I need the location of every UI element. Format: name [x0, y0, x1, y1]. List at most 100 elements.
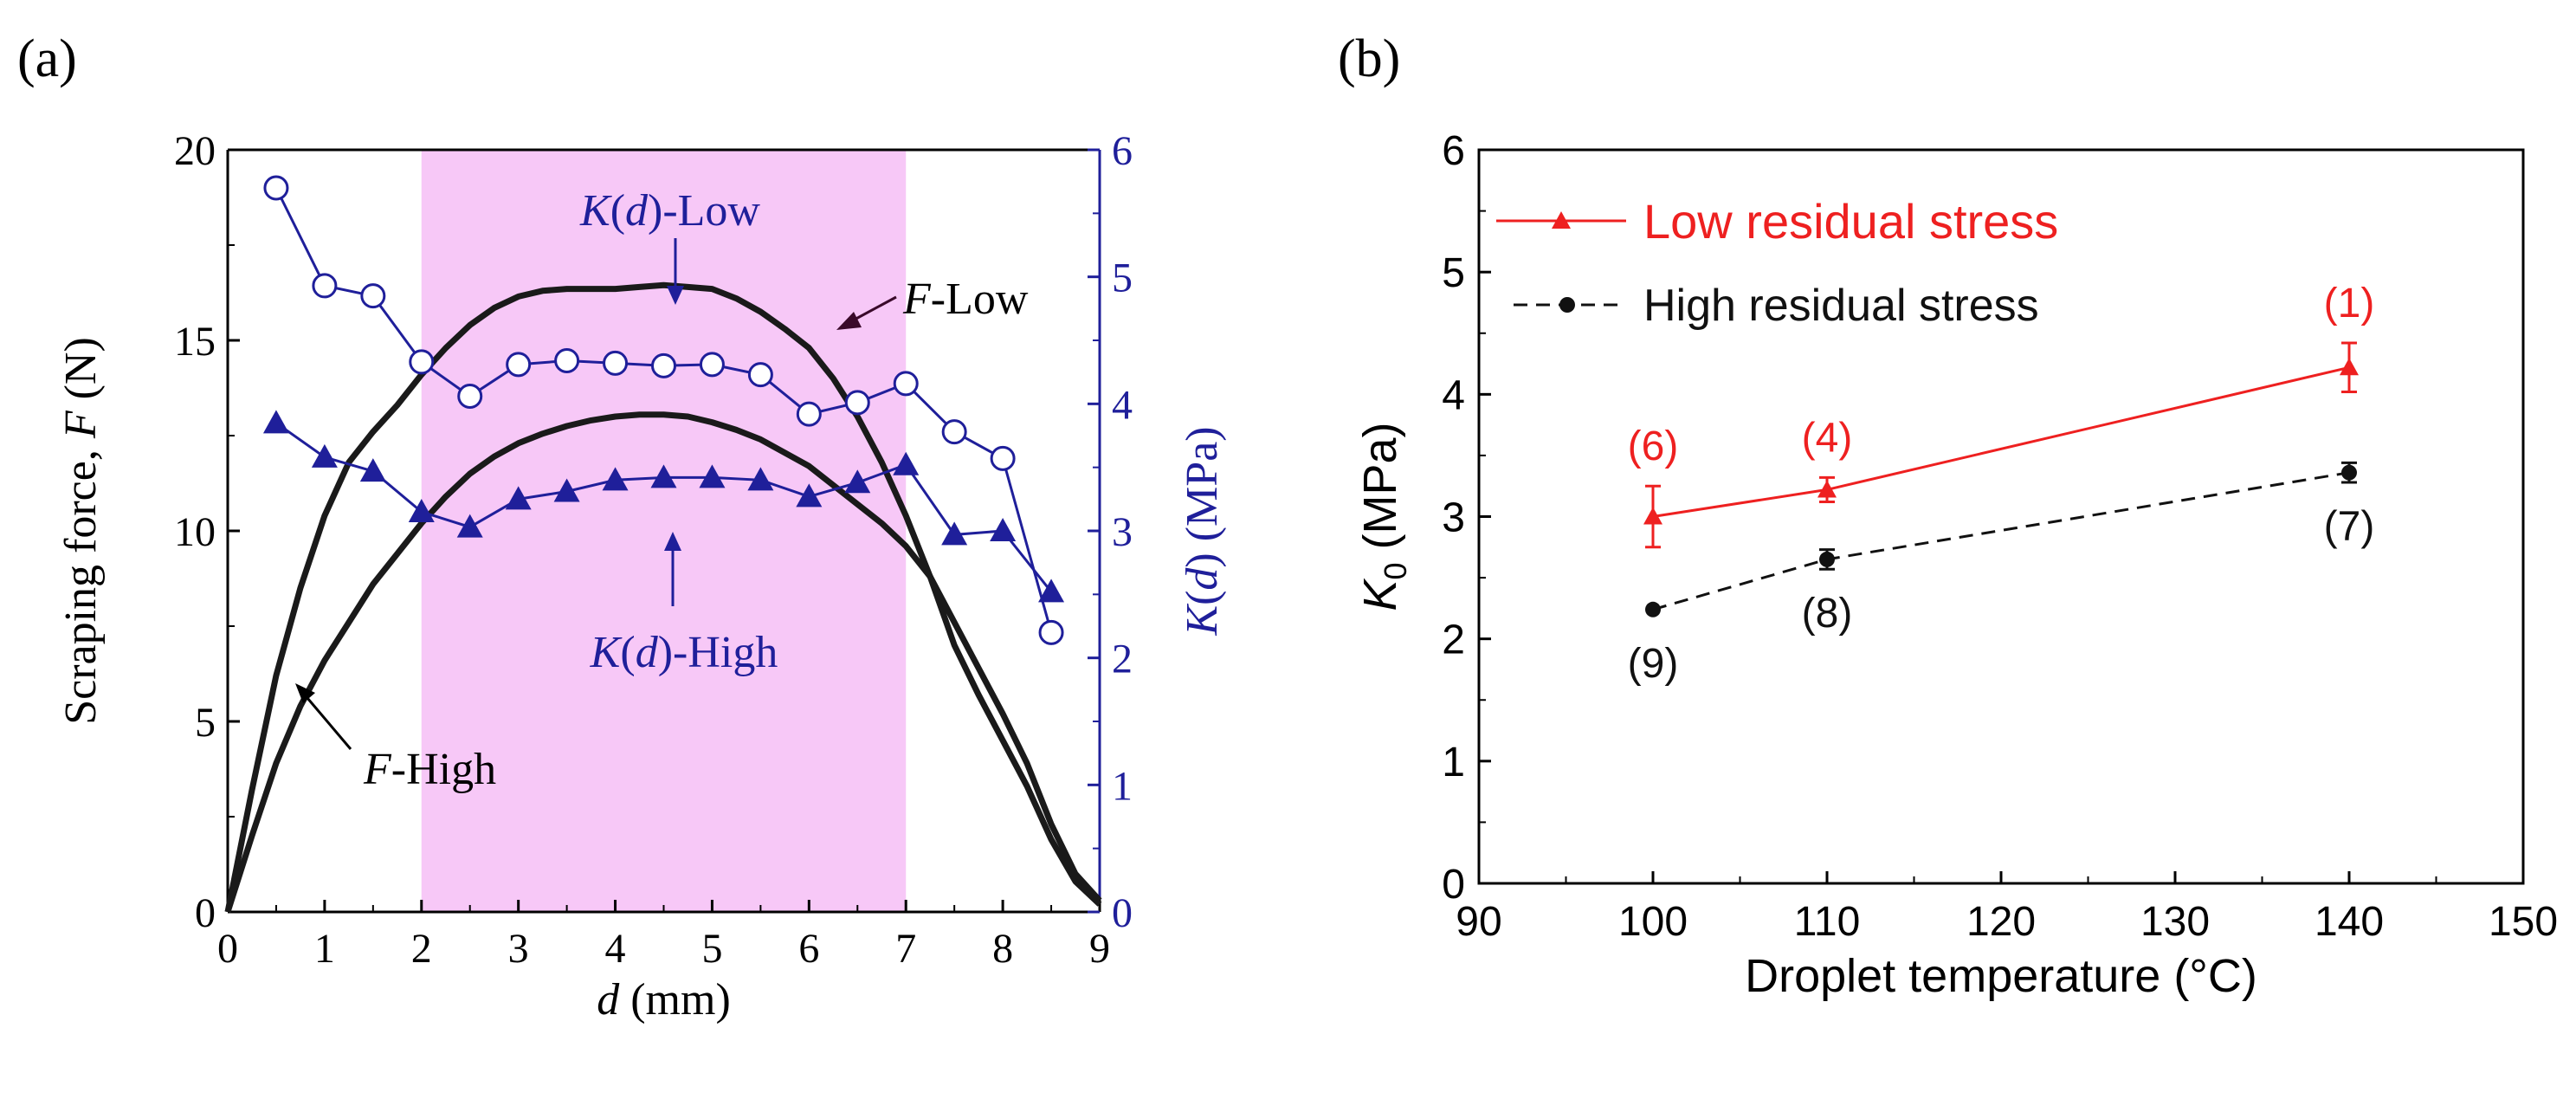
y-right-tick-label: 4 [1112, 382, 1133, 428]
x-tick-label: 90 [1456, 899, 1501, 945]
series-line-f-high [224, 411, 1102, 914]
data-point-k-high [699, 464, 726, 488]
y-left-axis-label-text: Scraping force, [56, 438, 106, 725]
annotation-k-low-rest: )-Low [648, 186, 760, 236]
point-label: (7) [2324, 504, 2375, 550]
y-right-tick-label: 1 [1112, 763, 1133, 809]
x-tick-label: 4 [605, 926, 626, 972]
data-point-k-high [553, 478, 580, 502]
y-right-tick-label: 2 [1112, 637, 1133, 682]
shaded-region [421, 150, 907, 912]
point-label: (9) [1628, 641, 1679, 687]
y-tick-label: 4 [1442, 372, 1465, 418]
data-point-k-high [505, 486, 532, 510]
legend-marker-high [1559, 297, 1575, 313]
legend-label-high: High residual stress [1643, 281, 2039, 331]
data-point-k-low [990, 445, 1016, 471]
data-point-k-high [650, 464, 677, 488]
data-point-k-low [409, 349, 435, 375]
data-point-k-high [602, 467, 629, 491]
y-tick-label: 2 [1442, 617, 1465, 663]
data-point-low [2340, 358, 2359, 376]
y-left-tick-label: 0 [195, 890, 216, 936]
annotation-k-low-d: d [625, 186, 649, 236]
y-right-axis-label: K(d) (MPa) [1178, 426, 1227, 636]
data-point-k-high [990, 518, 1017, 541]
annotation-k-low-k: K [579, 186, 612, 236]
x-tick-label: 140 [2315, 899, 2384, 945]
annotation-f-high-arrowhead [295, 683, 315, 703]
data-point-k-high [747, 467, 774, 491]
data-point-high [1645, 601, 1661, 617]
y-axis-label: K0 (MPa) [1354, 422, 1413, 611]
data-point-k-low [796, 401, 822, 427]
annotation-f-low-arrowhead [836, 312, 862, 330]
data-point-k-high [796, 483, 823, 507]
legend-label-low: Low residual stress [1643, 194, 2058, 249]
annotation-k-low: K(d)-Low [579, 186, 760, 236]
data-point-k-low [651, 352, 676, 378]
data-point-k-low [263, 175, 289, 201]
data-point-high [1819, 551, 1835, 567]
data-point-k-low [893, 371, 919, 397]
panel-label-a: (a) [17, 29, 77, 88]
annotation-k-high-rest: )-High [658, 628, 778, 677]
y-tick-label: 1 [1442, 740, 1465, 785]
data-point-k-low [603, 350, 629, 376]
y-left-axis-label-var: F [56, 410, 106, 439]
data-point-low [1817, 480, 1837, 498]
y-tick-label: 6 [1442, 128, 1465, 174]
y-axis-label-unit: (MPa) [1354, 422, 1406, 562]
y-right-axis-label-paren: ( [1178, 591, 1227, 605]
annotation-f-high-arrow [306, 697, 352, 750]
x-tick-label: 6 [798, 926, 819, 972]
annotation-f-high-rest: -High [391, 745, 496, 794]
x-tick-label: 9 [1089, 926, 1110, 972]
data-point-k-high [844, 469, 871, 494]
data-point-k-high [456, 514, 483, 538]
x-axis-label-unit: (mm) [619, 975, 731, 1025]
annotation-k-low-paren: ( [610, 186, 625, 236]
y-right-tick-label: 0 [1112, 890, 1133, 936]
x-tick-label: 3 [508, 926, 529, 972]
x-tick-label: 5 [701, 926, 722, 972]
x-axis-label-var: d [597, 975, 620, 1025]
y-right-tick-label: 3 [1112, 509, 1133, 555]
data-point-high [2341, 464, 2357, 481]
data-point-k-low [312, 273, 338, 299]
x-axis-label: d (mm) [597, 975, 731, 1025]
annotation-f-low-rest: -Low [931, 275, 1029, 324]
x-tick-label: 120 [1966, 899, 2036, 945]
annotation-k-high-arrowhead [664, 532, 681, 551]
y-right-axis-label-unit: ) (MPa) [1178, 426, 1227, 567]
annotation-f-high: F-High [363, 745, 496, 794]
data-point-k-low [457, 384, 483, 410]
data-point-k-low [747, 362, 773, 388]
data-point-k-low [1038, 619, 1064, 645]
point-label: (6) [1628, 423, 1679, 469]
y-left-tick-label: 20 [174, 128, 216, 174]
data-point-k-low [941, 419, 967, 445]
data-point-k-low [554, 347, 580, 373]
data-point-k-low [699, 352, 725, 378]
annotation-k-high-paren: ( [620, 628, 635, 677]
data-point-k-high [359, 458, 386, 482]
data-point-k-high [941, 521, 968, 546]
y-right-tick-label: 6 [1112, 128, 1133, 174]
point-label: (1) [2324, 281, 2375, 326]
panel-label-b: (b) [1338, 29, 1400, 88]
data-point-k-low [360, 283, 386, 309]
data-point-k-high [262, 410, 289, 434]
y-right-tick-label: 5 [1112, 255, 1133, 301]
y-left-tick-label: 5 [195, 700, 216, 746]
annotation-f-low-f: F [902, 275, 932, 324]
data-point-low [1643, 507, 1662, 525]
data-point-k-high [311, 443, 338, 468]
x-tick-label: 0 [217, 926, 238, 972]
y-left-axis-label-unit: (N) [56, 337, 106, 411]
point-label: (4) [1802, 415, 1853, 461]
x-tick-label: 8 [992, 926, 1013, 972]
y-left-tick-label: 10 [174, 509, 216, 555]
annotation-f-low-arrow [852, 295, 897, 322]
data-point-k-low [844, 390, 870, 416]
